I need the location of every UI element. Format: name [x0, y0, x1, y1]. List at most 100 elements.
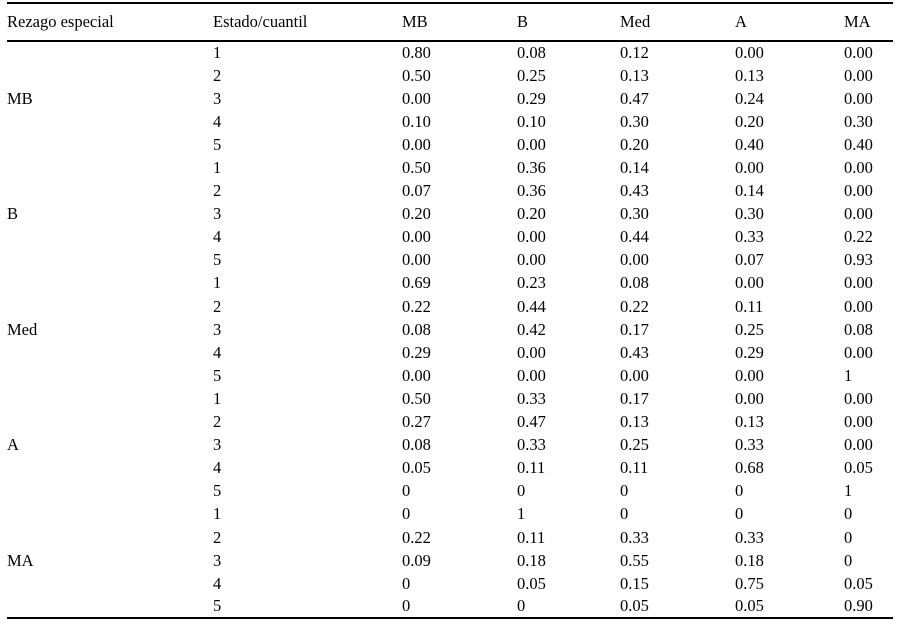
- value-cell: 0: [620, 504, 629, 524]
- value-cell: 0.05: [844, 573, 873, 593]
- col-header-b: B: [517, 12, 529, 31]
- table-row: Med 3 0.08 0.42 0.17 0.25 0.08: [7, 318, 893, 341]
- value-cell: 0.00: [844, 435, 873, 455]
- cuantil-cell: 1: [213, 504, 222, 524]
- cuantil-cell: 5: [213, 250, 222, 270]
- value-cell: 0.55: [620, 550, 649, 570]
- value-cell: 0.20: [517, 204, 546, 224]
- group-label-cell: [7, 572, 213, 595]
- group-label-cell: [7, 295, 213, 318]
- value-cell: 0.47: [517, 412, 546, 432]
- group-label-cell: MB: [7, 88, 33, 108]
- value-cell: 1: [517, 504, 526, 524]
- value-cell: 0.05: [620, 596, 649, 616]
- value-cell: 0.20: [620, 134, 649, 154]
- cuantil-cell: 2: [213, 65, 222, 85]
- value-cell: 0.29: [517, 88, 546, 108]
- value-cell: 0.08: [517, 43, 546, 63]
- cuantil-cell: 4: [213, 227, 222, 247]
- value-cell: 0.33: [735, 527, 764, 547]
- transition-matrix-table: Rezago especial Estado/cuantil MB B Med …: [7, 2, 893, 620]
- value-cell: 0.00: [517, 365, 546, 385]
- value-cell: 0.17: [620, 319, 649, 339]
- group-label-cell: Med: [7, 319, 38, 339]
- table-row: 4 0.29 0.00 0.43 0.29 0.00: [7, 341, 893, 364]
- header-row: Rezago especial Estado/cuantil MB B Med …: [7, 3, 893, 41]
- value-cell: 0.00: [735, 273, 764, 293]
- cuantil-cell: 2: [213, 181, 222, 201]
- table-row: B 3 0.20 0.20 0.30 0.30 0.00: [7, 203, 893, 226]
- table-row: 4 0 0.05 0.15 0.75 0.05: [7, 572, 893, 595]
- value-cell: 0.00: [844, 273, 873, 293]
- value-cell: 0.80: [402, 43, 431, 63]
- value-cell: 0.05: [735, 596, 764, 616]
- value-cell: 0.40: [844, 134, 873, 154]
- table-row: MB 3 0.00 0.29 0.47 0.24 0.00: [7, 87, 893, 110]
- table-row: 1 0.50 0.36 0.14 0.00 0.00: [7, 156, 893, 179]
- group-label-cell: [7, 133, 213, 156]
- value-cell: 0.00: [402, 365, 431, 385]
- value-cell: 0.00: [844, 65, 873, 85]
- group-label-cell: [7, 526, 213, 549]
- value-cell: 0.00: [844, 204, 873, 224]
- value-cell: 0.07: [735, 250, 764, 270]
- value-cell: 0.22: [844, 227, 873, 247]
- col-header-med: Med: [620, 12, 651, 31]
- value-cell: 0: [844, 504, 853, 524]
- group-label-cell: [7, 387, 213, 410]
- value-cell: 0.24: [735, 88, 764, 108]
- value-cell: 0.42: [517, 319, 546, 339]
- value-cell: 0.00: [402, 88, 431, 108]
- table-body: 1 0.80 0.08 0.12 0.00 0.00 2 0.50 0.25 0.13 0.13 0.…: [7, 41, 893, 618]
- value-cell: 0.00: [735, 158, 764, 178]
- table-row: 2 0.27 0.47 0.13 0.13 0.00: [7, 411, 893, 434]
- value-cell: 0.10: [402, 111, 431, 131]
- value-cell: 0.43: [620, 342, 649, 362]
- value-cell: 0.29: [402, 342, 431, 362]
- group-label-cell: [7, 503, 213, 526]
- col-header-estado-cuantil: Estado/cuantil: [213, 12, 308, 31]
- value-cell: 0.00: [517, 134, 546, 154]
- value-cell: 0: [844, 550, 853, 570]
- col-header-a: A: [735, 12, 747, 31]
- group-label-cell: [7, 64, 213, 87]
- group-label-cell: B: [7, 204, 19, 224]
- table-row: 1 0.80 0.08 0.12 0.00 0.00: [7, 41, 893, 64]
- value-cell: 1: [844, 481, 853, 501]
- value-cell: 0.44: [517, 296, 546, 316]
- table-row: 2 0.22 0.44 0.22 0.11 0.00: [7, 295, 893, 318]
- cuantil-cell: 3: [213, 204, 222, 224]
- value-cell: 0.00: [844, 181, 873, 201]
- value-cell: 0.15: [620, 573, 649, 593]
- table-row: 5 0.00 0.00 0.20 0.40 0.40: [7, 133, 893, 156]
- cuantil-cell: 1: [213, 158, 222, 178]
- value-cell: 0.11: [620, 458, 649, 478]
- value-cell: 0.11: [517, 527, 546, 547]
- table-row: MA 3 0.09 0.18 0.55 0.18 0: [7, 549, 893, 572]
- value-cell: 0.11: [517, 458, 546, 478]
- group-label-cell: [7, 156, 213, 179]
- value-cell: 0.12: [620, 43, 649, 63]
- value-cell: 1: [844, 365, 853, 385]
- value-cell: 0.22: [402, 527, 431, 547]
- table-row: 5 0 0 0.05 0.05 0.90: [7, 595, 893, 618]
- value-cell: 0: [517, 596, 526, 616]
- cuantil-cell: 3: [213, 319, 222, 339]
- cuantil-cell: 2: [213, 412, 222, 432]
- value-cell: 0.27: [402, 412, 431, 432]
- group-label-cell: [7, 272, 213, 295]
- value-cell: 0.00: [620, 365, 649, 385]
- value-cell: 0.33: [517, 435, 546, 455]
- value-cell: 0.47: [620, 88, 649, 108]
- value-cell: 0.05: [844, 458, 873, 478]
- value-cell: 0.07: [402, 181, 431, 201]
- value-cell: 0.14: [735, 181, 764, 201]
- value-cell: 0: [735, 504, 744, 524]
- value-cell: 0: [517, 481, 526, 501]
- cuantil-cell: 1: [213, 388, 222, 408]
- value-cell: 0.30: [620, 111, 649, 131]
- value-cell: 0.40: [735, 134, 764, 154]
- value-cell: 0.22: [402, 296, 431, 316]
- value-cell: 0.08: [402, 319, 431, 339]
- value-cell: 0.13: [620, 412, 649, 432]
